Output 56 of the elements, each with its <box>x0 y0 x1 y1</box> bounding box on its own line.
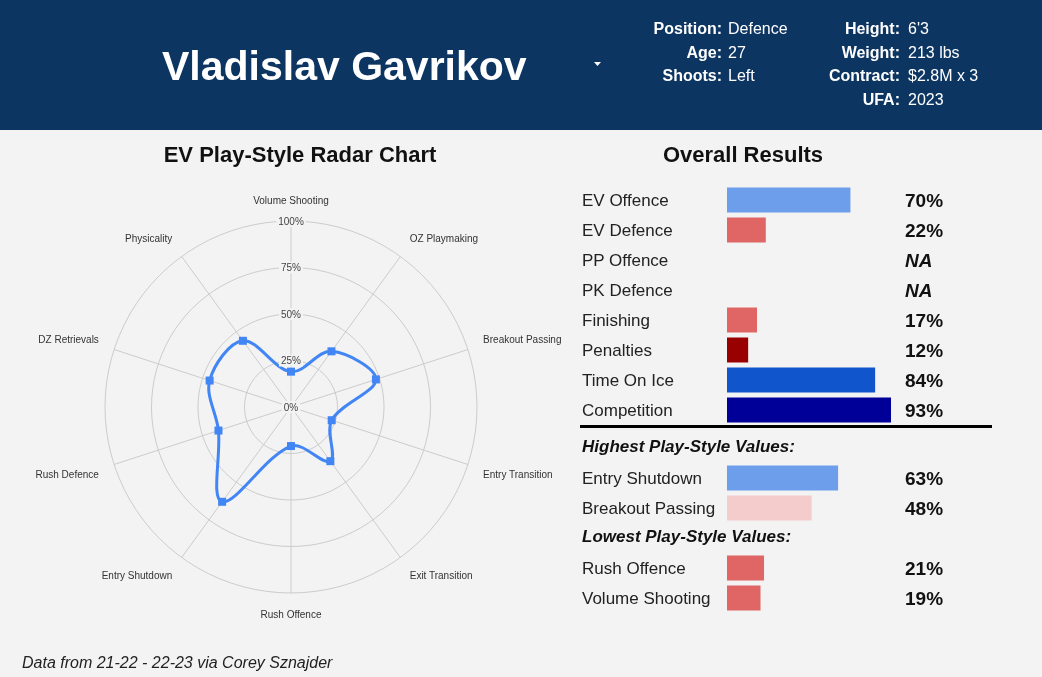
spoke-label: Physicality <box>125 233 173 245</box>
text: Shoots: Left <box>662 66 755 87</box>
spoke-label: Exit Transition <box>409 569 473 581</box>
y-tick-label: 50% <box>280 308 302 320</box>
text: NA <box>905 249 933 271</box>
data-label: 84% <box>905 369 944 391</box>
y-tick-label: EV Offence <box>582 190 669 210</box>
text: Height: 6'3 <box>844 19 929 39</box>
text: Age: 27 <box>686 42 746 63</box>
text: UFA: 2023 <box>862 90 944 111</box>
y-tick-label: PK Defence <box>582 280 673 300</box>
data-label: 12% <box>905 339 944 361</box>
y-tick-label: PP Offence <box>582 250 669 270</box>
spoke-label: Entry Shutdown <box>101 569 173 581</box>
chart-title: Lowest Play-Style Values: <box>582 527 792 546</box>
text: NA <box>905 279 933 301</box>
text: Vladislav Gavrikov <box>162 42 527 90</box>
chart-title: EV Play-Style Radar Chart <box>163 141 437 167</box>
spoke-label: Rush Defence <box>35 468 100 480</box>
text: Weight: 213 lbs <box>841 42 960 63</box>
spoke-label: DZ Retrievals <box>38 334 99 346</box>
y-tick-label: 100% <box>278 215 304 227</box>
bar <box>727 187 851 213</box>
chart-title: Overall Results <box>662 141 824 167</box>
y-tick-label: 0% <box>283 401 299 413</box>
text: Position: Defence <box>653 19 788 39</box>
bar <box>727 217 766 243</box>
bar <box>727 307 757 333</box>
y-tick-label: EV Defence <box>582 220 673 240</box>
y-tick-label: Competition <box>582 400 673 420</box>
text: Data from 21-22 - 22-23 via Corey Sznajder <box>22 653 333 673</box>
data-label: 17% <box>905 309 944 331</box>
y-tick-label: 25% <box>280 355 302 366</box>
data-label: 48% <box>905 497 944 519</box>
y-tick-label: Volume Shooting <box>582 588 711 608</box>
data-label: 19% <box>905 587 944 609</box>
chart-title: Highest Play-Style Values: <box>582 437 795 456</box>
bar <box>727 367 876 393</box>
bar <box>727 337 749 363</box>
data-label: 21% <box>905 557 944 579</box>
spoke-label: OZ Playmaking <box>409 233 479 245</box>
y-tick-label: Breakout Passing <box>582 498 716 518</box>
y-tick-label: Time On Ice <box>582 370 674 390</box>
y-tick-label: Rush Offence <box>582 558 686 578</box>
data-label: 63% <box>905 467 944 489</box>
data-label: 93% <box>905 399 944 421</box>
data-label: 70% <box>905 189 944 211</box>
spoke-label: Entry Transition <box>483 468 553 480</box>
data-label: 22% <box>905 219 944 241</box>
bar <box>727 397 891 423</box>
spoke-label: Breakout Passing <box>483 334 562 346</box>
text: Contract: $2.8M x 3 <box>828 66 979 87</box>
y-tick-label: Finishing <box>582 310 651 330</box>
y-tick-label: 75% <box>280 262 302 273</box>
y-tick-label: Penalties <box>582 340 652 360</box>
y-tick-label: Entry Shutdown <box>582 468 703 488</box>
